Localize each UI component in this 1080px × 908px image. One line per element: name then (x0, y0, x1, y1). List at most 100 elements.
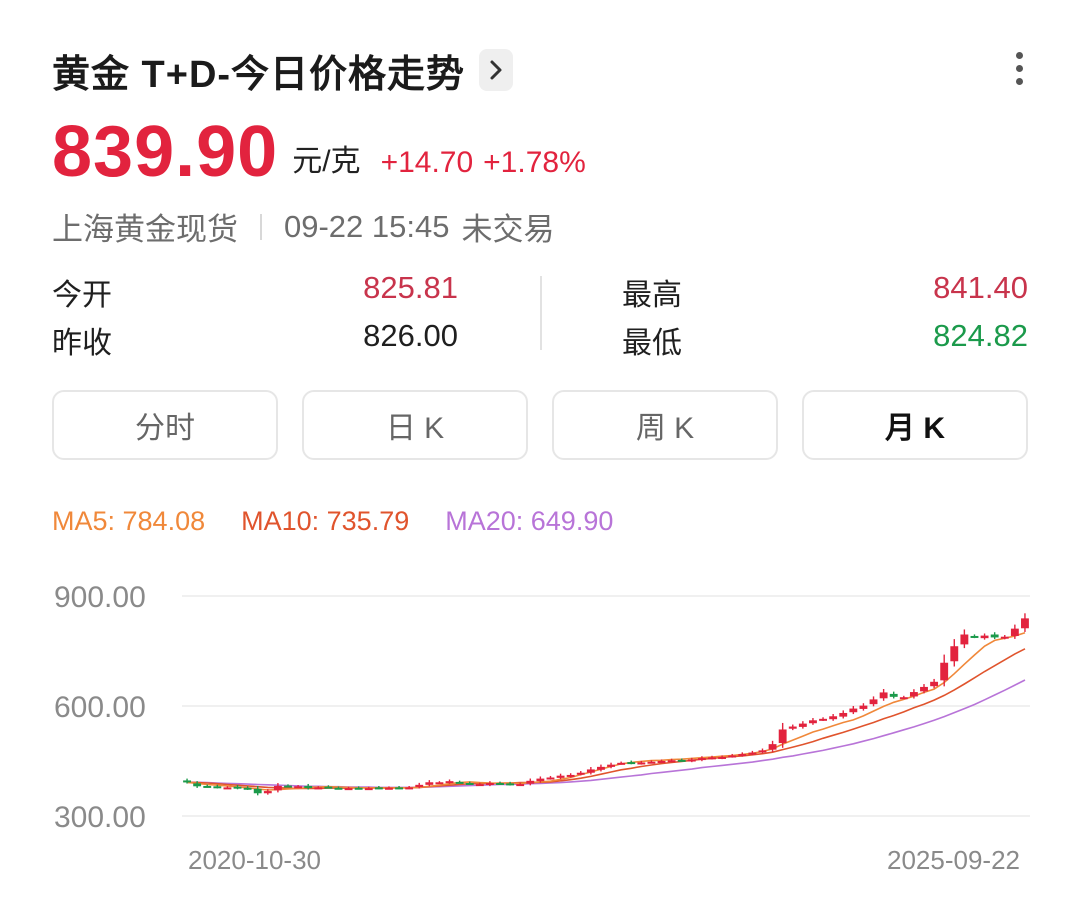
candle (687, 757, 696, 763)
candle-body (364, 788, 373, 791)
candle (627, 760, 636, 765)
candle-body (566, 774, 575, 777)
candle-body (758, 750, 767, 753)
candle-body (415, 784, 424, 788)
page-title: 黄金 T+D-今日价格走势 (52, 53, 466, 96)
candle-body (687, 759, 696, 762)
candle-body (718, 756, 727, 759)
candle (183, 778, 191, 784)
ma5-legend: MA5: 784.08 (52, 506, 206, 536)
candle (980, 633, 989, 640)
candle-body (748, 752, 757, 755)
candle (1021, 613, 1029, 632)
kline-chart[interactable]: 900.00 600.00 300.00 2020-10-30 2025-09-22 (0, 560, 1080, 900)
candle-body (1000, 636, 1009, 639)
candle (395, 786, 403, 790)
tab-monthly-k[interactable]: 月 K (802, 390, 1028, 460)
candle (385, 786, 393, 790)
candle (193, 781, 202, 788)
candle-body (617, 762, 626, 765)
candle (233, 784, 242, 790)
candle-body (809, 720, 817, 724)
candle-body (788, 726, 797, 729)
candle-body (294, 786, 303, 789)
candle-body (1021, 618, 1029, 629)
candle-body (627, 762, 636, 765)
title-chevron-button[interactable] (479, 49, 514, 91)
candle (647, 760, 656, 764)
tab-daily-k[interactable]: 日 K (302, 390, 528, 460)
candle (536, 776, 545, 783)
candle-body (899, 697, 908, 700)
candle (920, 684, 928, 694)
chevron-right-icon (490, 60, 502, 80)
candle-body (980, 635, 989, 639)
candle-body (667, 760, 676, 763)
candle-body (647, 761, 656, 764)
candle-body (798, 723, 807, 727)
candle (556, 773, 565, 780)
candle (314, 786, 323, 790)
ma-legend: MA5: 784.08 MA10: 735.79 MA20: 649.90 (52, 506, 613, 537)
candle (617, 761, 626, 765)
candle-body (395, 787, 403, 790)
candle-body (526, 780, 535, 784)
candle (576, 771, 585, 776)
candle (253, 786, 262, 796)
candle (586, 767, 595, 775)
candle (344, 786, 353, 791)
candle (223, 786, 232, 790)
low-value: 824.82 (933, 318, 1028, 353)
axis-labels: 900.00 600.00 300.00 2020-10-30 2025-09-22 (54, 581, 1020, 875)
candle-body (233, 786, 242, 789)
candle (374, 786, 383, 790)
candle-body (243, 787, 252, 790)
tab-weekly-k[interactable]: 周 K (552, 390, 778, 460)
candle (607, 762, 615, 769)
candle (879, 688, 888, 701)
candle (506, 781, 515, 786)
candle-body (354, 787, 363, 790)
candle (1000, 635, 1009, 640)
candle-body (677, 759, 686, 762)
ma20-line (187, 679, 1026, 789)
candle-body (576, 772, 585, 775)
candle (213, 784, 222, 789)
price-change: +14.70 (380, 146, 474, 179)
candle (788, 724, 797, 731)
candle-body (607, 764, 615, 767)
candle-body (193, 783, 202, 787)
candle-body (556, 775, 565, 778)
candle (778, 722, 787, 748)
candle-body (839, 712, 848, 717)
candle-body (516, 784, 525, 787)
candle-body (405, 787, 414, 790)
candle (829, 713, 838, 721)
candle-body (768, 744, 777, 750)
divider (260, 213, 262, 240)
more-menu-button[interactable] (1004, 48, 1036, 88)
candle-body (253, 788, 262, 794)
candle (304, 783, 313, 790)
tab-intraday[interactable]: 分时 (52, 390, 278, 460)
candle (273, 783, 282, 793)
candle (284, 784, 292, 788)
y-tick-label: 900.00 (54, 581, 146, 614)
candle (1010, 624, 1019, 639)
candle-body (728, 755, 737, 758)
prev-close-label: 昨收 (52, 327, 112, 360)
high-value: 841.40 (933, 270, 1028, 305)
candle-body (869, 699, 878, 705)
candle-body (455, 781, 464, 784)
ma5-line (186, 631, 1026, 791)
candle-body (920, 686, 928, 692)
market-status: 未交易 (461, 212, 555, 247)
candle-body (213, 786, 222, 789)
candle (364, 786, 373, 791)
candle (940, 654, 949, 687)
y-tick-label: 300.00 (54, 801, 146, 834)
x-start-label: 2020-10-30 (188, 845, 321, 875)
candle-body (889, 693, 898, 697)
candle-body (738, 754, 747, 757)
candle (546, 775, 555, 780)
